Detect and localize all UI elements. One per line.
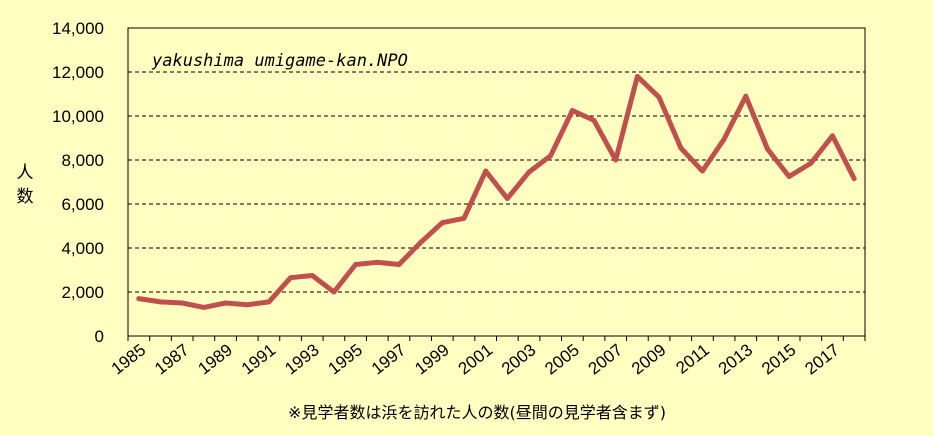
- x-tick-label: 1995: [325, 340, 367, 378]
- x-tick-label: 2017: [801, 340, 843, 378]
- x-tick-label: 2005: [541, 340, 583, 378]
- y-axis-label-char-1: 人: [17, 163, 34, 183]
- x-tick-label: 1987: [151, 340, 193, 378]
- data-point: [678, 145, 684, 151]
- y-tick-label: 8,000: [61, 151, 104, 170]
- x-tick-label: 2007: [585, 340, 627, 378]
- data-point: [851, 176, 857, 182]
- y-tick-label: 10,000: [52, 107, 104, 126]
- series-line: [136, 73, 857, 310]
- y-tick-label: 2,000: [61, 283, 104, 302]
- x-tick-label: 1993: [281, 340, 323, 378]
- x-tick-label: 2013: [715, 340, 757, 378]
- x-tick-label: 1991: [238, 340, 280, 378]
- data-point: [201, 305, 207, 310]
- data-point: [743, 93, 749, 99]
- data-point: [569, 108, 575, 113]
- x-tick-label: 2011: [672, 340, 713, 377]
- data-point: [591, 118, 597, 123]
- x-tick-label: 2003: [498, 340, 540, 378]
- data-point: [266, 299, 272, 305]
- data-point: [136, 296, 142, 301]
- data-point: [700, 168, 705, 174]
- data-point: [765, 146, 770, 152]
- x-tick-label: 1997: [368, 340, 410, 378]
- data-point: [656, 94, 662, 100]
- data-point: [786, 174, 792, 179]
- data-point: [634, 74, 640, 79]
- data-point: [461, 215, 467, 221]
- data-point: [613, 157, 619, 163]
- data-point: [418, 240, 424, 245]
- y-tick-label: 4,000: [61, 239, 104, 258]
- x-tick-label: 2015: [758, 340, 800, 378]
- data-point: [504, 196, 510, 201]
- footnote: ※見学者数は浜を訪れた人の数(昼間の見学者含まず): [288, 403, 666, 422]
- data-point: [353, 262, 359, 267]
- chart-annotation: yakushima umigame-kan.NPO: [151, 51, 408, 71]
- x-tick-label: 1989: [195, 340, 237, 378]
- data-point: [223, 300, 228, 306]
- data-point: [374, 259, 380, 265]
- data-point: [526, 169, 532, 175]
- y-axis-label-char-2: 数: [17, 187, 34, 207]
- data-point: [309, 273, 315, 278]
- data-point: [244, 302, 250, 308]
- data-point: [483, 168, 489, 174]
- y-tick-label: 12,000: [52, 63, 104, 82]
- data-point: [396, 262, 402, 267]
- y-tick-label: 0: [95, 327, 104, 346]
- data-point: [808, 160, 814, 166]
- x-tick-label: 2001: [455, 340, 497, 378]
- x-tick-label: 2009: [628, 340, 670, 378]
- y-tick-label: 14,000: [52, 19, 104, 38]
- data-point: [439, 220, 445, 226]
- data-point: [830, 133, 835, 139]
- data-point: [179, 300, 185, 306]
- x-tick-label: 1985: [108, 340, 150, 378]
- data-point: [288, 275, 293, 281]
- y-tick-label: 6,000: [61, 195, 104, 214]
- x-tick-label: 1999: [411, 340, 453, 378]
- data-point: [331, 289, 337, 295]
- data-point: [721, 136, 727, 142]
- data-point: [158, 299, 163, 305]
- data-point: [548, 153, 554, 159]
